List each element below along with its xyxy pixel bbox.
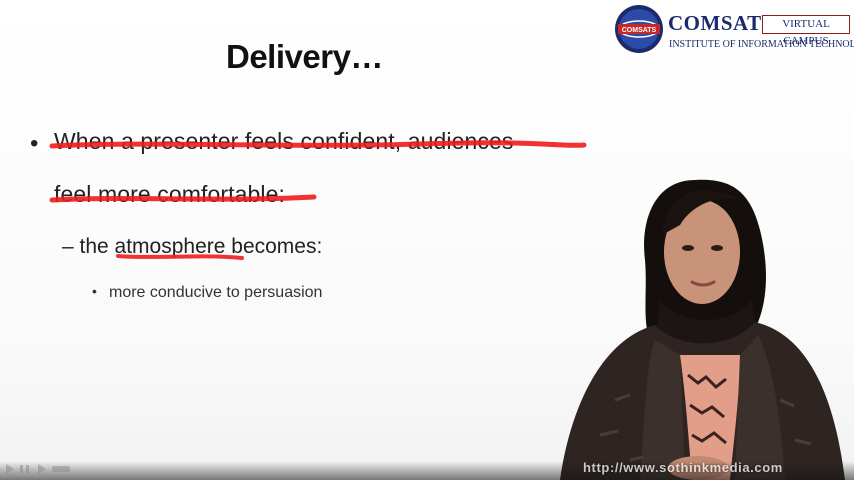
- emblem-text: COMSATS: [622, 27, 657, 34]
- virtual-campus-badge: VIRTUAL CAMPUS: [762, 15, 850, 47]
- logo-name: COMSATS: [668, 11, 774, 35]
- bottom-strip: [0, 461, 854, 480]
- sub-bullet: – the atmosphere becomes:: [62, 235, 323, 258]
- bullet-dot-icon: •: [30, 130, 39, 157]
- comsats-emblem-icon: COMSATS: [615, 5, 663, 53]
- presenter-figure: [560, 179, 845, 480]
- sub-sub-bullet-dot-icon: •: [92, 283, 97, 299]
- bullet-1-line-2: feel more comfortable:: [54, 181, 286, 207]
- player-controls-icon[interactable]: [4, 462, 74, 476]
- slide-title: Delivery…: [226, 38, 383, 75]
- comsats-logo: COMSATS COMSATS VIRTUAL CAMPUS INSTITUTE…: [614, 4, 854, 56]
- institute-name: INSTITUTE OF INFORMATION TECHNOLOGY: [669, 39, 854, 50]
- sub-sub-bullet: more conducive to persuasion: [109, 284, 323, 301]
- watermark-url: http://www.sothinkmedia.com: [583, 460, 783, 475]
